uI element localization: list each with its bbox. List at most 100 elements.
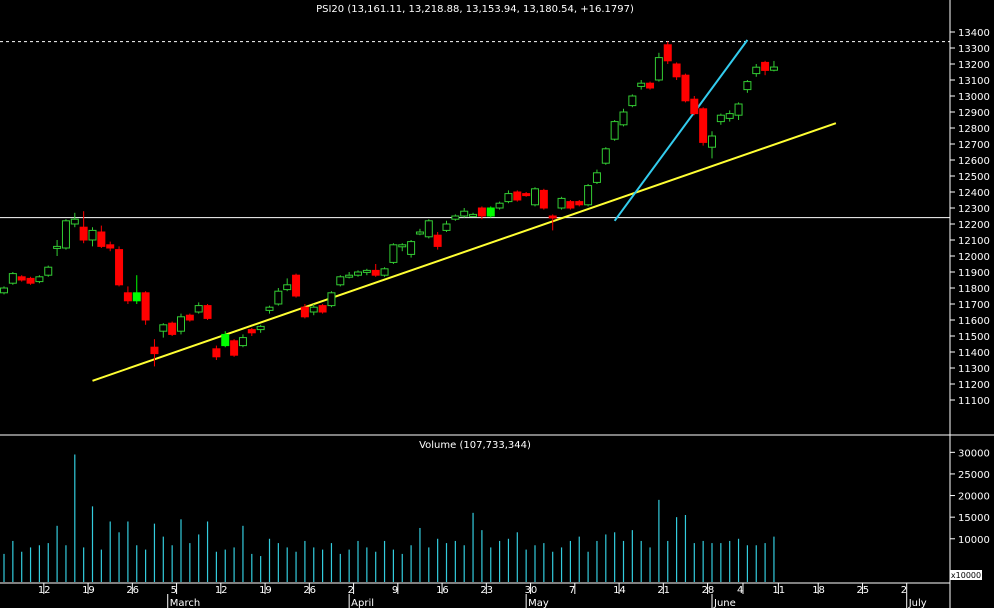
candle-body bbox=[637, 82, 646, 87]
candle-body bbox=[442, 223, 451, 231]
candle-body bbox=[743, 81, 752, 91]
price-y-tick-label: 11500 bbox=[958, 332, 990, 343]
candle-body bbox=[141, 292, 150, 321]
trendline bbox=[613, 39, 749, 222]
candle-body bbox=[203, 305, 212, 319]
candle-body bbox=[495, 202, 504, 209]
candle-body bbox=[380, 268, 389, 276]
volume-unit-box-frame bbox=[950, 570, 982, 580]
candle-body bbox=[168, 322, 177, 335]
candle-body bbox=[681, 74, 690, 102]
x-tick-label: 2 bbox=[901, 585, 907, 596]
candle-body bbox=[522, 193, 531, 197]
candle-body bbox=[477, 207, 486, 217]
price-y-tick-label: 13000 bbox=[958, 92, 990, 103]
candle-body bbox=[362, 269, 371, 273]
price-y-tick-label: 12200 bbox=[958, 220, 990, 231]
price-y-tick-label: 11800 bbox=[958, 284, 990, 295]
candle-body bbox=[230, 340, 239, 356]
x-tick-label: 19 bbox=[82, 585, 95, 596]
x-tick-label: 2 bbox=[348, 585, 354, 596]
price-y-tick-label: 12000 bbox=[958, 252, 990, 263]
x-tick-label: 14 bbox=[613, 585, 626, 596]
price-y-tick-label: 13200 bbox=[958, 60, 990, 71]
candle-body bbox=[646, 82, 655, 89]
volume-y-tick-label: 30000 bbox=[958, 448, 990, 459]
volume-bars bbox=[3, 454, 775, 582]
volume-y-tick-label: 15000 bbox=[958, 513, 990, 524]
candle-body bbox=[769, 66, 778, 71]
candles bbox=[0, 41, 778, 367]
price-y-tick-label: 12300 bbox=[958, 204, 990, 215]
candle-body bbox=[424, 220, 433, 238]
price-y-tick-label: 12800 bbox=[958, 124, 990, 135]
month-label: May bbox=[528, 598, 549, 608]
x-tick-label: 30 bbox=[525, 585, 538, 596]
candle-body bbox=[592, 172, 601, 183]
candle-body bbox=[265, 306, 274, 311]
candle-body bbox=[725, 113, 734, 119]
x-tick-label: 12 bbox=[215, 585, 228, 596]
price-y-tick-label: 12600 bbox=[958, 156, 990, 167]
volume-chart-title: Volume (107,733,344) bbox=[419, 440, 531, 451]
price-y-tick-label: 12900 bbox=[958, 108, 990, 119]
candle-body bbox=[628, 95, 637, 107]
candle-body bbox=[247, 329, 256, 334]
price-reference-lines bbox=[0, 41, 950, 219]
month-label: April bbox=[351, 598, 374, 608]
price-y-tick-label: 11400 bbox=[958, 348, 990, 359]
candle-body bbox=[115, 249, 124, 286]
candle-body bbox=[177, 316, 185, 332]
candle-body bbox=[336, 276, 345, 286]
candle-body bbox=[53, 245, 62, 249]
candle-body bbox=[17, 276, 26, 281]
candle-body bbox=[79, 226, 88, 241]
price-y-tick-label: 12100 bbox=[958, 236, 990, 247]
candle-body bbox=[460, 210, 469, 217]
price-y-tick-label: 11700 bbox=[958, 300, 990, 311]
candle-body bbox=[716, 114, 725, 123]
candle-body bbox=[35, 276, 44, 283]
x-tick-label: 5 bbox=[171, 585, 177, 596]
candle-body bbox=[238, 337, 247, 347]
candle-body bbox=[752, 66, 761, 75]
candle-body bbox=[486, 207, 495, 217]
candle-body bbox=[159, 324, 168, 332]
x-tick-label: 23 bbox=[480, 585, 493, 596]
trend-lines bbox=[92, 39, 837, 382]
x-tick-label: 4 bbox=[737, 585, 743, 596]
candle-body bbox=[451, 215, 460, 220]
x-tick-label: 16 bbox=[436, 585, 449, 596]
candle-body bbox=[539, 189, 548, 209]
candle-body bbox=[504, 193, 513, 203]
candle-body bbox=[88, 229, 97, 241]
candle-body bbox=[354, 271, 362, 276]
candle-body bbox=[345, 274, 354, 278]
candle-body bbox=[575, 201, 584, 206]
x-tick-label: 21 bbox=[657, 585, 670, 596]
candle-body bbox=[654, 57, 663, 81]
candle-body bbox=[557, 197, 566, 209]
candle-body bbox=[513, 191, 522, 201]
x-tick-label: 7 bbox=[569, 585, 575, 596]
volume-y-tick-label: 20000 bbox=[958, 492, 990, 503]
candle-body bbox=[194, 305, 203, 313]
candle-body bbox=[327, 292, 336, 307]
x-tick-label: 19 bbox=[259, 585, 272, 596]
x-tick-label: 11 bbox=[772, 585, 785, 596]
volume-y-tick-label: 10000 bbox=[958, 535, 990, 546]
candle-body bbox=[371, 269, 380, 276]
candle-body bbox=[548, 215, 557, 219]
candle-body bbox=[123, 292, 132, 302]
candle-body bbox=[185, 314, 194, 321]
candle-body bbox=[690, 98, 699, 115]
candle-body bbox=[283, 284, 292, 291]
candle-body bbox=[97, 231, 106, 247]
candle-body bbox=[274, 290, 283, 305]
x-tick-label: 26 bbox=[303, 585, 316, 596]
candle-body bbox=[8, 273, 17, 284]
candle-body bbox=[106, 244, 115, 249]
x-tick-label: 9 bbox=[392, 585, 398, 596]
candle-body bbox=[212, 348, 221, 358]
